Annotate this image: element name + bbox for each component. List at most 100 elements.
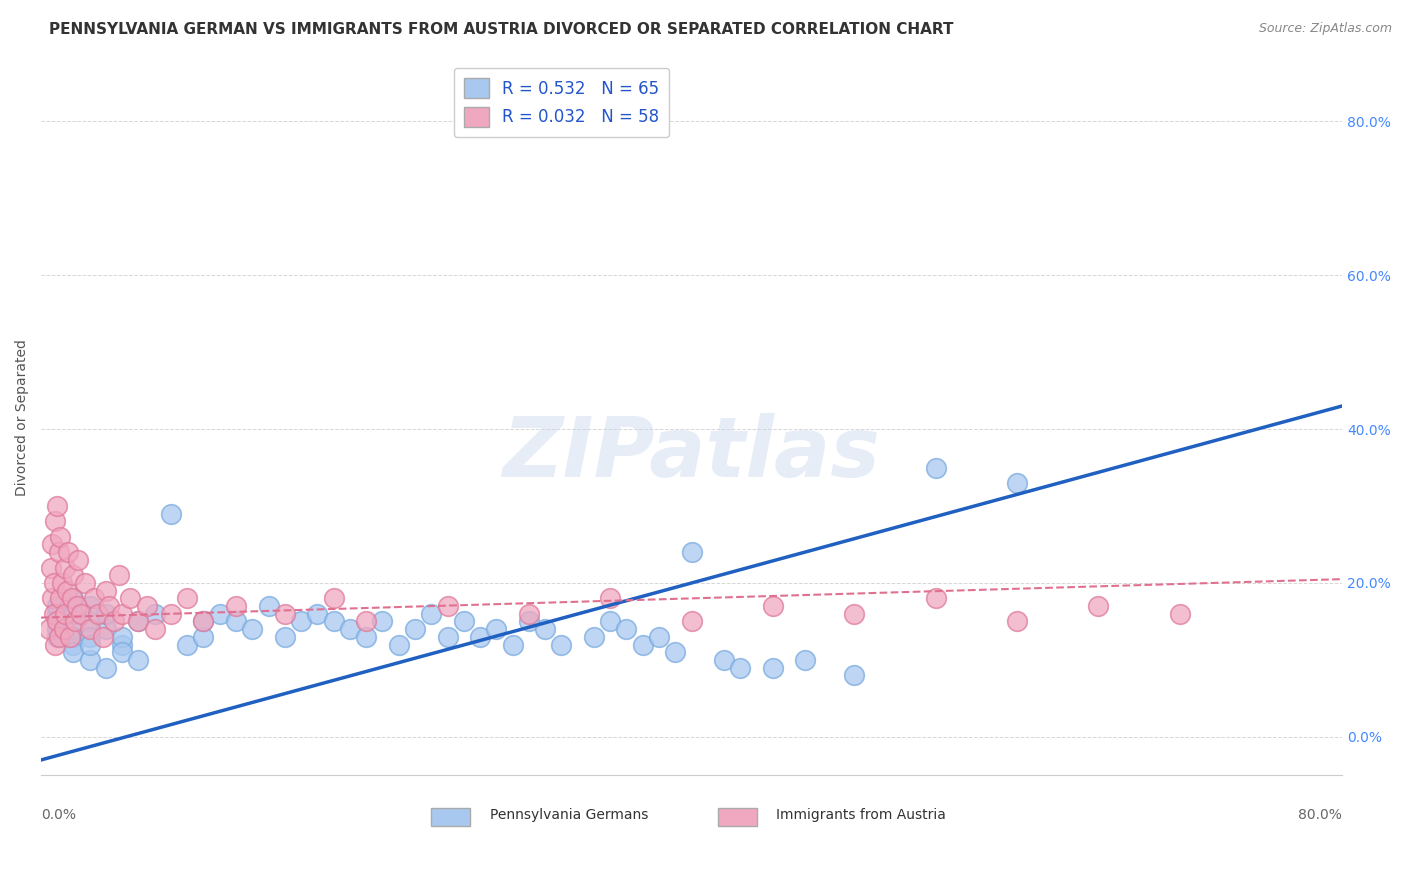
Point (103, 615, 125, 629)
Point (94, 583, 117, 598)
Point (44, 638, 66, 652)
Point (94, 660, 117, 674)
Point (517, 615, 540, 629)
FancyBboxPatch shape (432, 807, 470, 825)
Point (79, 622, 101, 636)
Point (404, 622, 426, 636)
Point (62, 622, 84, 636)
Point (354, 630, 377, 644)
Point (46, 499, 69, 513)
Point (39, 560, 62, 574)
Point (62, 607, 84, 621)
Point (339, 622, 361, 636)
Point (79, 653, 101, 667)
Point (453, 615, 475, 629)
Point (111, 638, 134, 652)
Point (70, 607, 93, 621)
Point (924, 591, 946, 606)
Point (1005, 615, 1028, 629)
Point (240, 622, 263, 636)
Point (127, 615, 149, 629)
Point (83, 591, 105, 606)
Point (354, 615, 377, 629)
Point (502, 638, 524, 652)
Point (534, 622, 557, 636)
FancyBboxPatch shape (717, 807, 756, 825)
Point (485, 622, 508, 636)
Point (94, 622, 117, 636)
Point (120, 591, 142, 606)
Point (420, 607, 443, 621)
Point (599, 615, 621, 629)
Point (51, 576, 73, 591)
Point (42, 576, 65, 591)
Point (46, 599, 69, 613)
Point (65, 599, 87, 613)
Point (49, 591, 72, 606)
Point (62, 630, 84, 644)
Point (127, 653, 149, 667)
Point (58, 545, 80, 559)
Point (53, 607, 76, 621)
Point (713, 653, 735, 667)
Point (550, 638, 572, 652)
Text: 80.0%: 80.0% (1298, 807, 1343, 822)
Text: PENNSYLVANIA GERMAN VS IMMIGRANTS FROM AUSTRIA DIVORCED OR SEPARATED CORRELATION: PENNSYLVANIA GERMAN VS IMMIGRANTS FROM A… (49, 22, 953, 37)
Point (73, 576, 96, 591)
Point (111, 607, 134, 621)
Point (225, 599, 247, 613)
Point (681, 545, 703, 559)
Point (41, 591, 63, 606)
Point (135, 599, 157, 613)
Point (664, 645, 686, 659)
Text: ZIPatlas: ZIPatlas (502, 413, 880, 494)
Text: Immigrants from Austria: Immigrants from Austria (776, 808, 946, 822)
Point (1005, 475, 1028, 490)
Point (79, 638, 101, 652)
Point (48, 545, 70, 559)
Point (290, 615, 312, 629)
Point (468, 630, 491, 644)
Point (599, 591, 621, 606)
Point (193, 630, 215, 644)
Point (63, 615, 86, 629)
Text: 0.0%: 0.0% (41, 807, 76, 822)
Point (108, 568, 131, 582)
Point (91, 630, 114, 644)
Point (681, 615, 703, 629)
Point (160, 507, 183, 521)
Point (631, 638, 654, 652)
Point (67, 553, 90, 567)
Point (193, 615, 215, 629)
Point (436, 599, 458, 613)
Point (371, 615, 394, 629)
Point (208, 607, 231, 621)
Point (388, 638, 411, 652)
Point (143, 607, 166, 621)
Point (844, 607, 866, 621)
Point (79, 630, 101, 644)
Point (1168, 607, 1191, 621)
Point (127, 615, 149, 629)
Point (60, 591, 83, 606)
Point (98, 599, 121, 613)
Point (762, 599, 785, 613)
Point (274, 607, 297, 621)
Point (49, 530, 72, 544)
Point (46, 615, 69, 629)
Point (517, 607, 540, 621)
Point (730, 660, 752, 674)
Point (46, 607, 69, 621)
Point (257, 599, 280, 613)
Legend: R = 0.532   N = 65, R = 0.032   N = 58: R = 0.532 N = 65, R = 0.032 N = 58 (454, 68, 669, 137)
Point (62, 591, 84, 606)
Point (79, 615, 101, 629)
Point (111, 630, 134, 644)
Point (87, 607, 110, 621)
Point (38, 622, 60, 636)
Point (1087, 599, 1109, 613)
Point (143, 622, 166, 636)
Point (794, 653, 817, 667)
Point (648, 630, 671, 644)
Point (111, 645, 134, 659)
